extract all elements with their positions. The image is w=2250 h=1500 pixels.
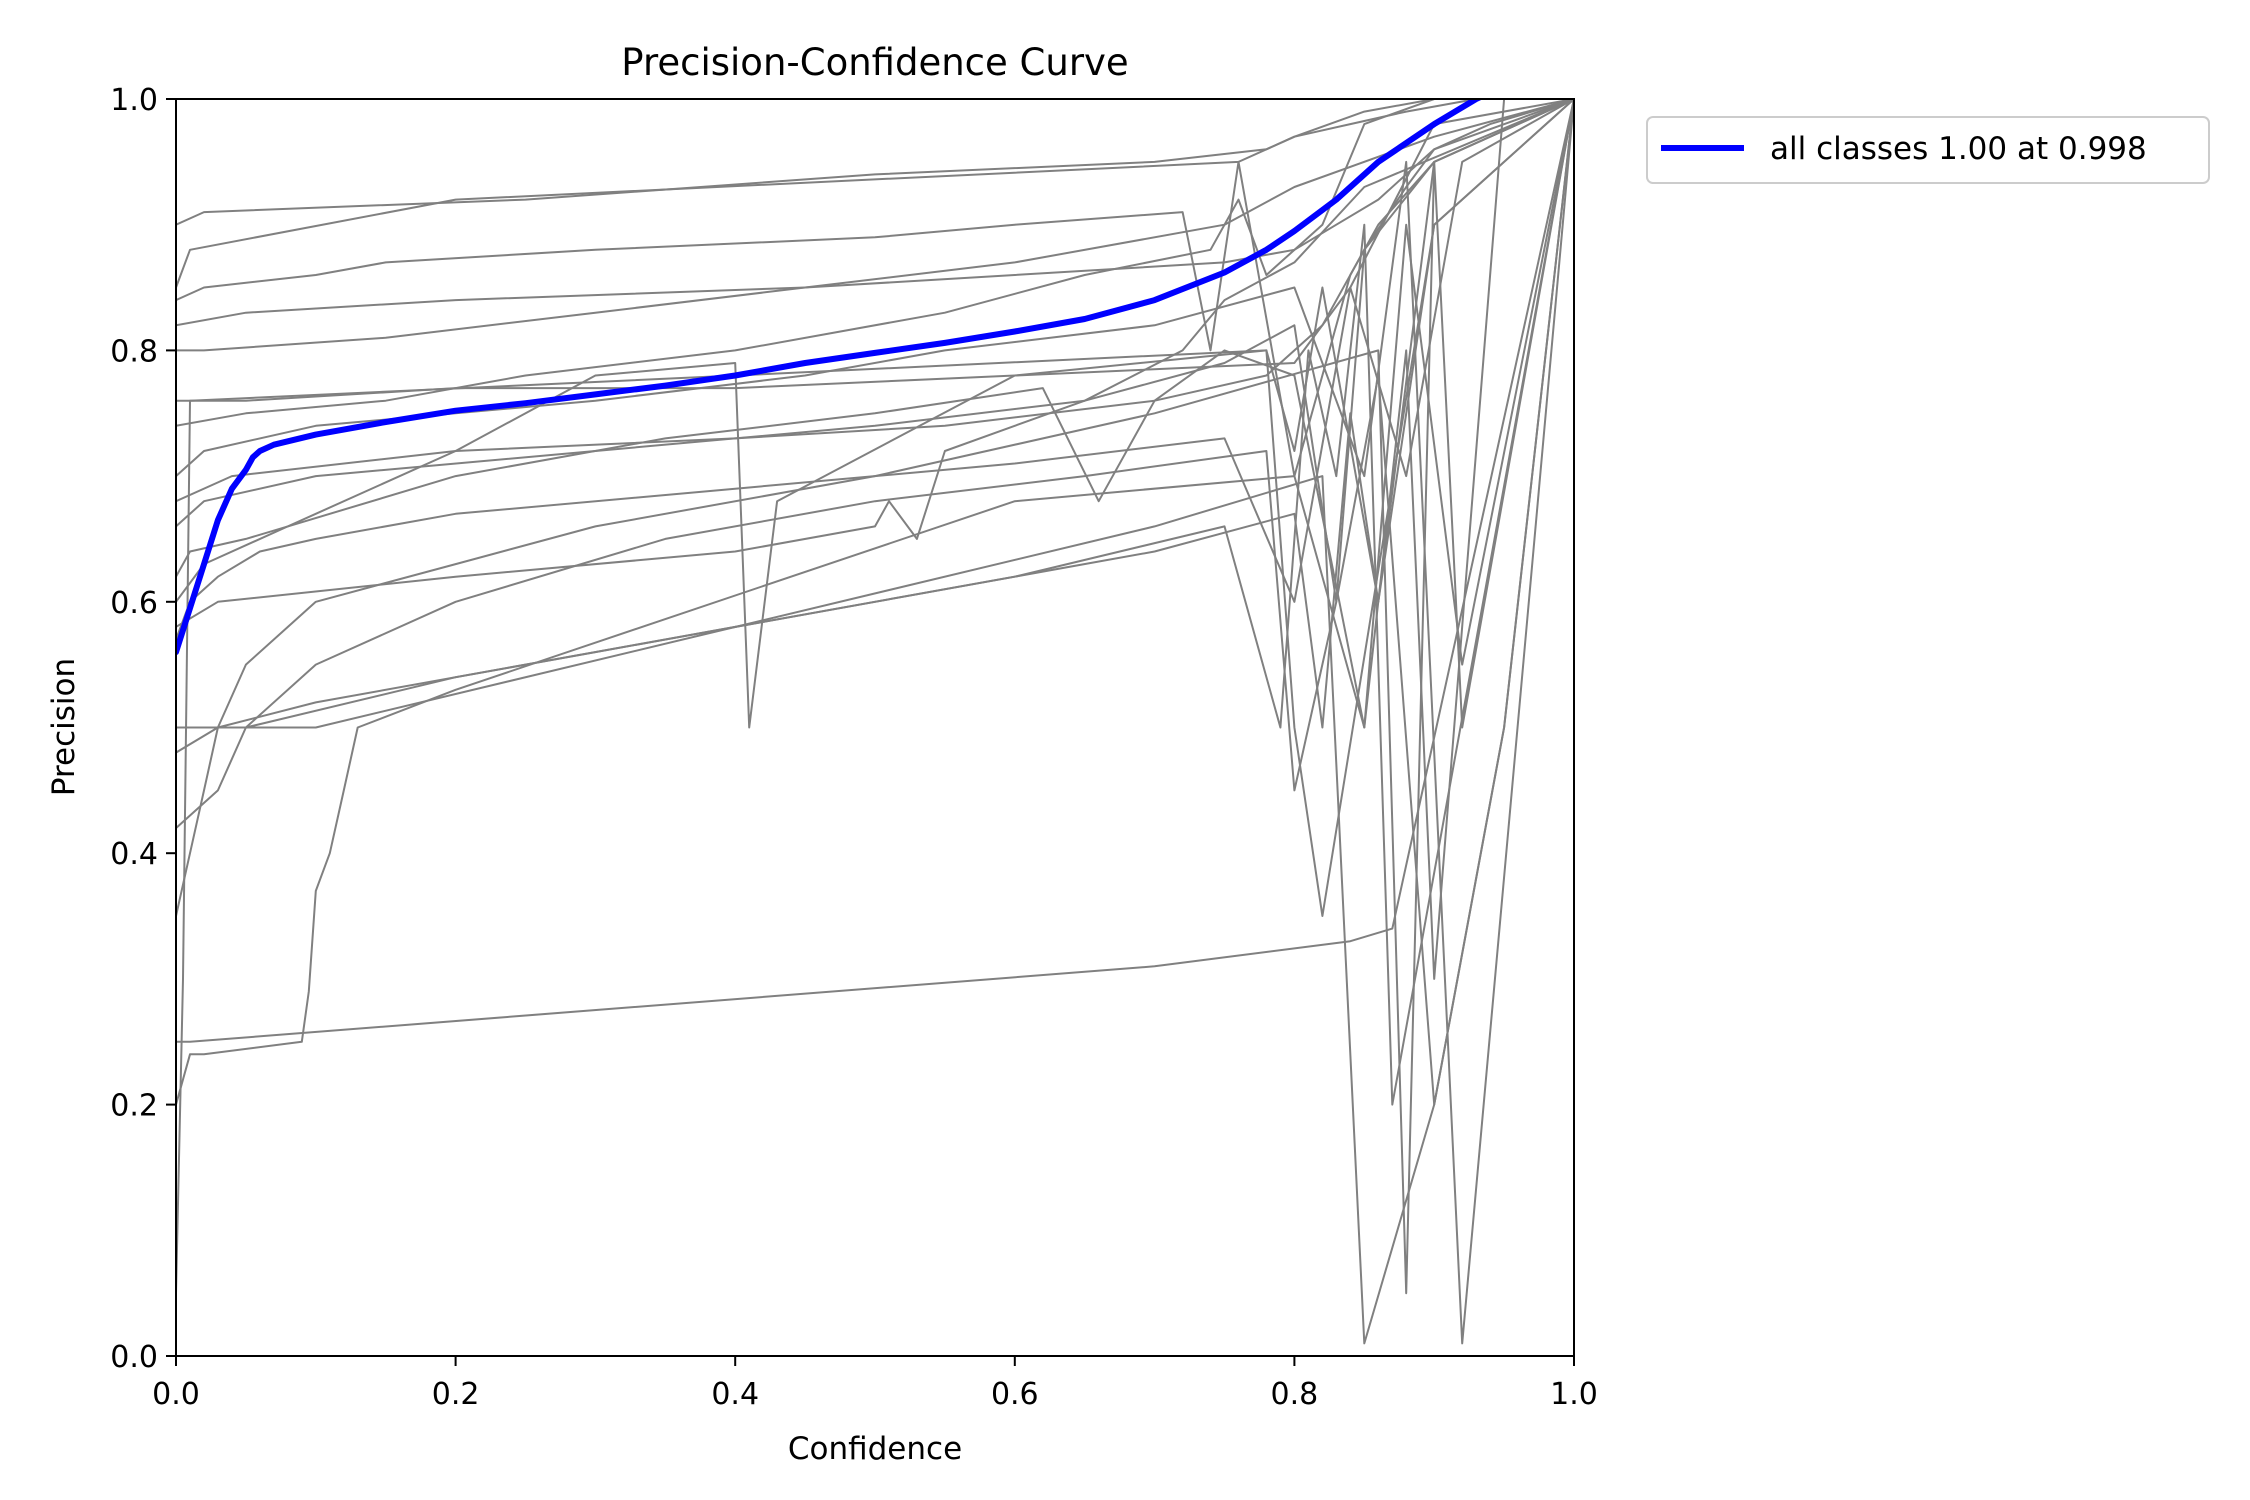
x-tick-label: 0.8	[1271, 1377, 1319, 1412]
y-tick-label: 0.2	[110, 1089, 158, 1124]
x-axis-label: Confidence	[788, 1431, 962, 1467]
y-axis-ticks: 0.0 0.2 0.4 0.6 0.8 1.0	[110, 83, 176, 1375]
x-tick-label: 1.0	[1550, 1377, 1598, 1412]
class-curve-10	[176, 99, 1574, 628]
y-tick-label: 0.4	[110, 837, 158, 872]
class-curve-7	[176, 99, 1574, 1345]
class-curve-13	[176, 99, 1574, 402]
legend-box	[1646, 116, 2210, 184]
class-curve-16	[176, 99, 1574, 1106]
class-curve-4	[176, 99, 1574, 1043]
class-curve-6	[176, 99, 1574, 917]
class-curve-19	[176, 99, 1574, 327]
class-curve-12	[176, 99, 1574, 1295]
class-curve-11	[176, 99, 1574, 1106]
y-tick-label: 1.0	[110, 83, 158, 118]
x-tick-label: 0.4	[711, 1377, 759, 1412]
class-curve-22	[176, 99, 1574, 754]
class-curve-17	[176, 99, 1574, 503]
y-tick-label: 0.8	[110, 334, 158, 369]
all-classes-curve	[176, 99, 1484, 656]
chart-title: Precision-Confidence Curve	[621, 41, 1128, 84]
x-tick-label: 0.6	[991, 1377, 1039, 1412]
y-axis-label: Precision	[46, 658, 82, 796]
x-tick-label: 0.0	[152, 1377, 200, 1412]
plot-area-frame	[175, 98, 1575, 1357]
y-tick-label: 0.6	[110, 586, 158, 621]
class-curve-9	[176, 99, 1574, 352]
legend: all classes 1.00 at 0.998	[1646, 116, 2210, 184]
class-curve-21	[176, 99, 1574, 226]
x-tick-label: 0.2	[432, 1377, 480, 1412]
class-curve-5	[176, 99, 1574, 1105]
legend-label: all classes 1.00 at 0.998	[1770, 131, 2147, 167]
class-curve-14	[176, 99, 1574, 427]
class-curve-18	[176, 99, 1574, 640]
y-tick-label: 0.0	[110, 1340, 158, 1375]
class-curve-20	[176, 99, 1574, 603]
summary-curve-group	[176, 99, 1484, 656]
x-axis-ticks: 0.0 0.2 0.4 0.6 0.8 1.0	[152, 1356, 1598, 1412]
class-curve-15	[176, 99, 1574, 729]
class-curves	[176, 99, 1574, 1345]
